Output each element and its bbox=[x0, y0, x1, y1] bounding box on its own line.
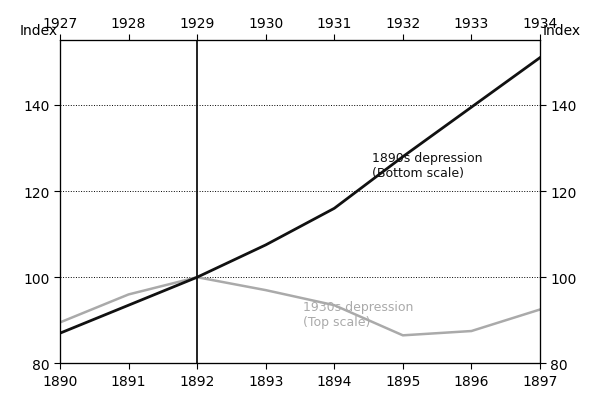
Text: Index: Index bbox=[19, 24, 58, 38]
Text: Index: Index bbox=[542, 24, 581, 38]
Text: 1890s depression
(Bottom scale): 1890s depression (Bottom scale) bbox=[372, 152, 482, 180]
Text: 1930s depression
(Top scale): 1930s depression (Top scale) bbox=[304, 300, 414, 328]
